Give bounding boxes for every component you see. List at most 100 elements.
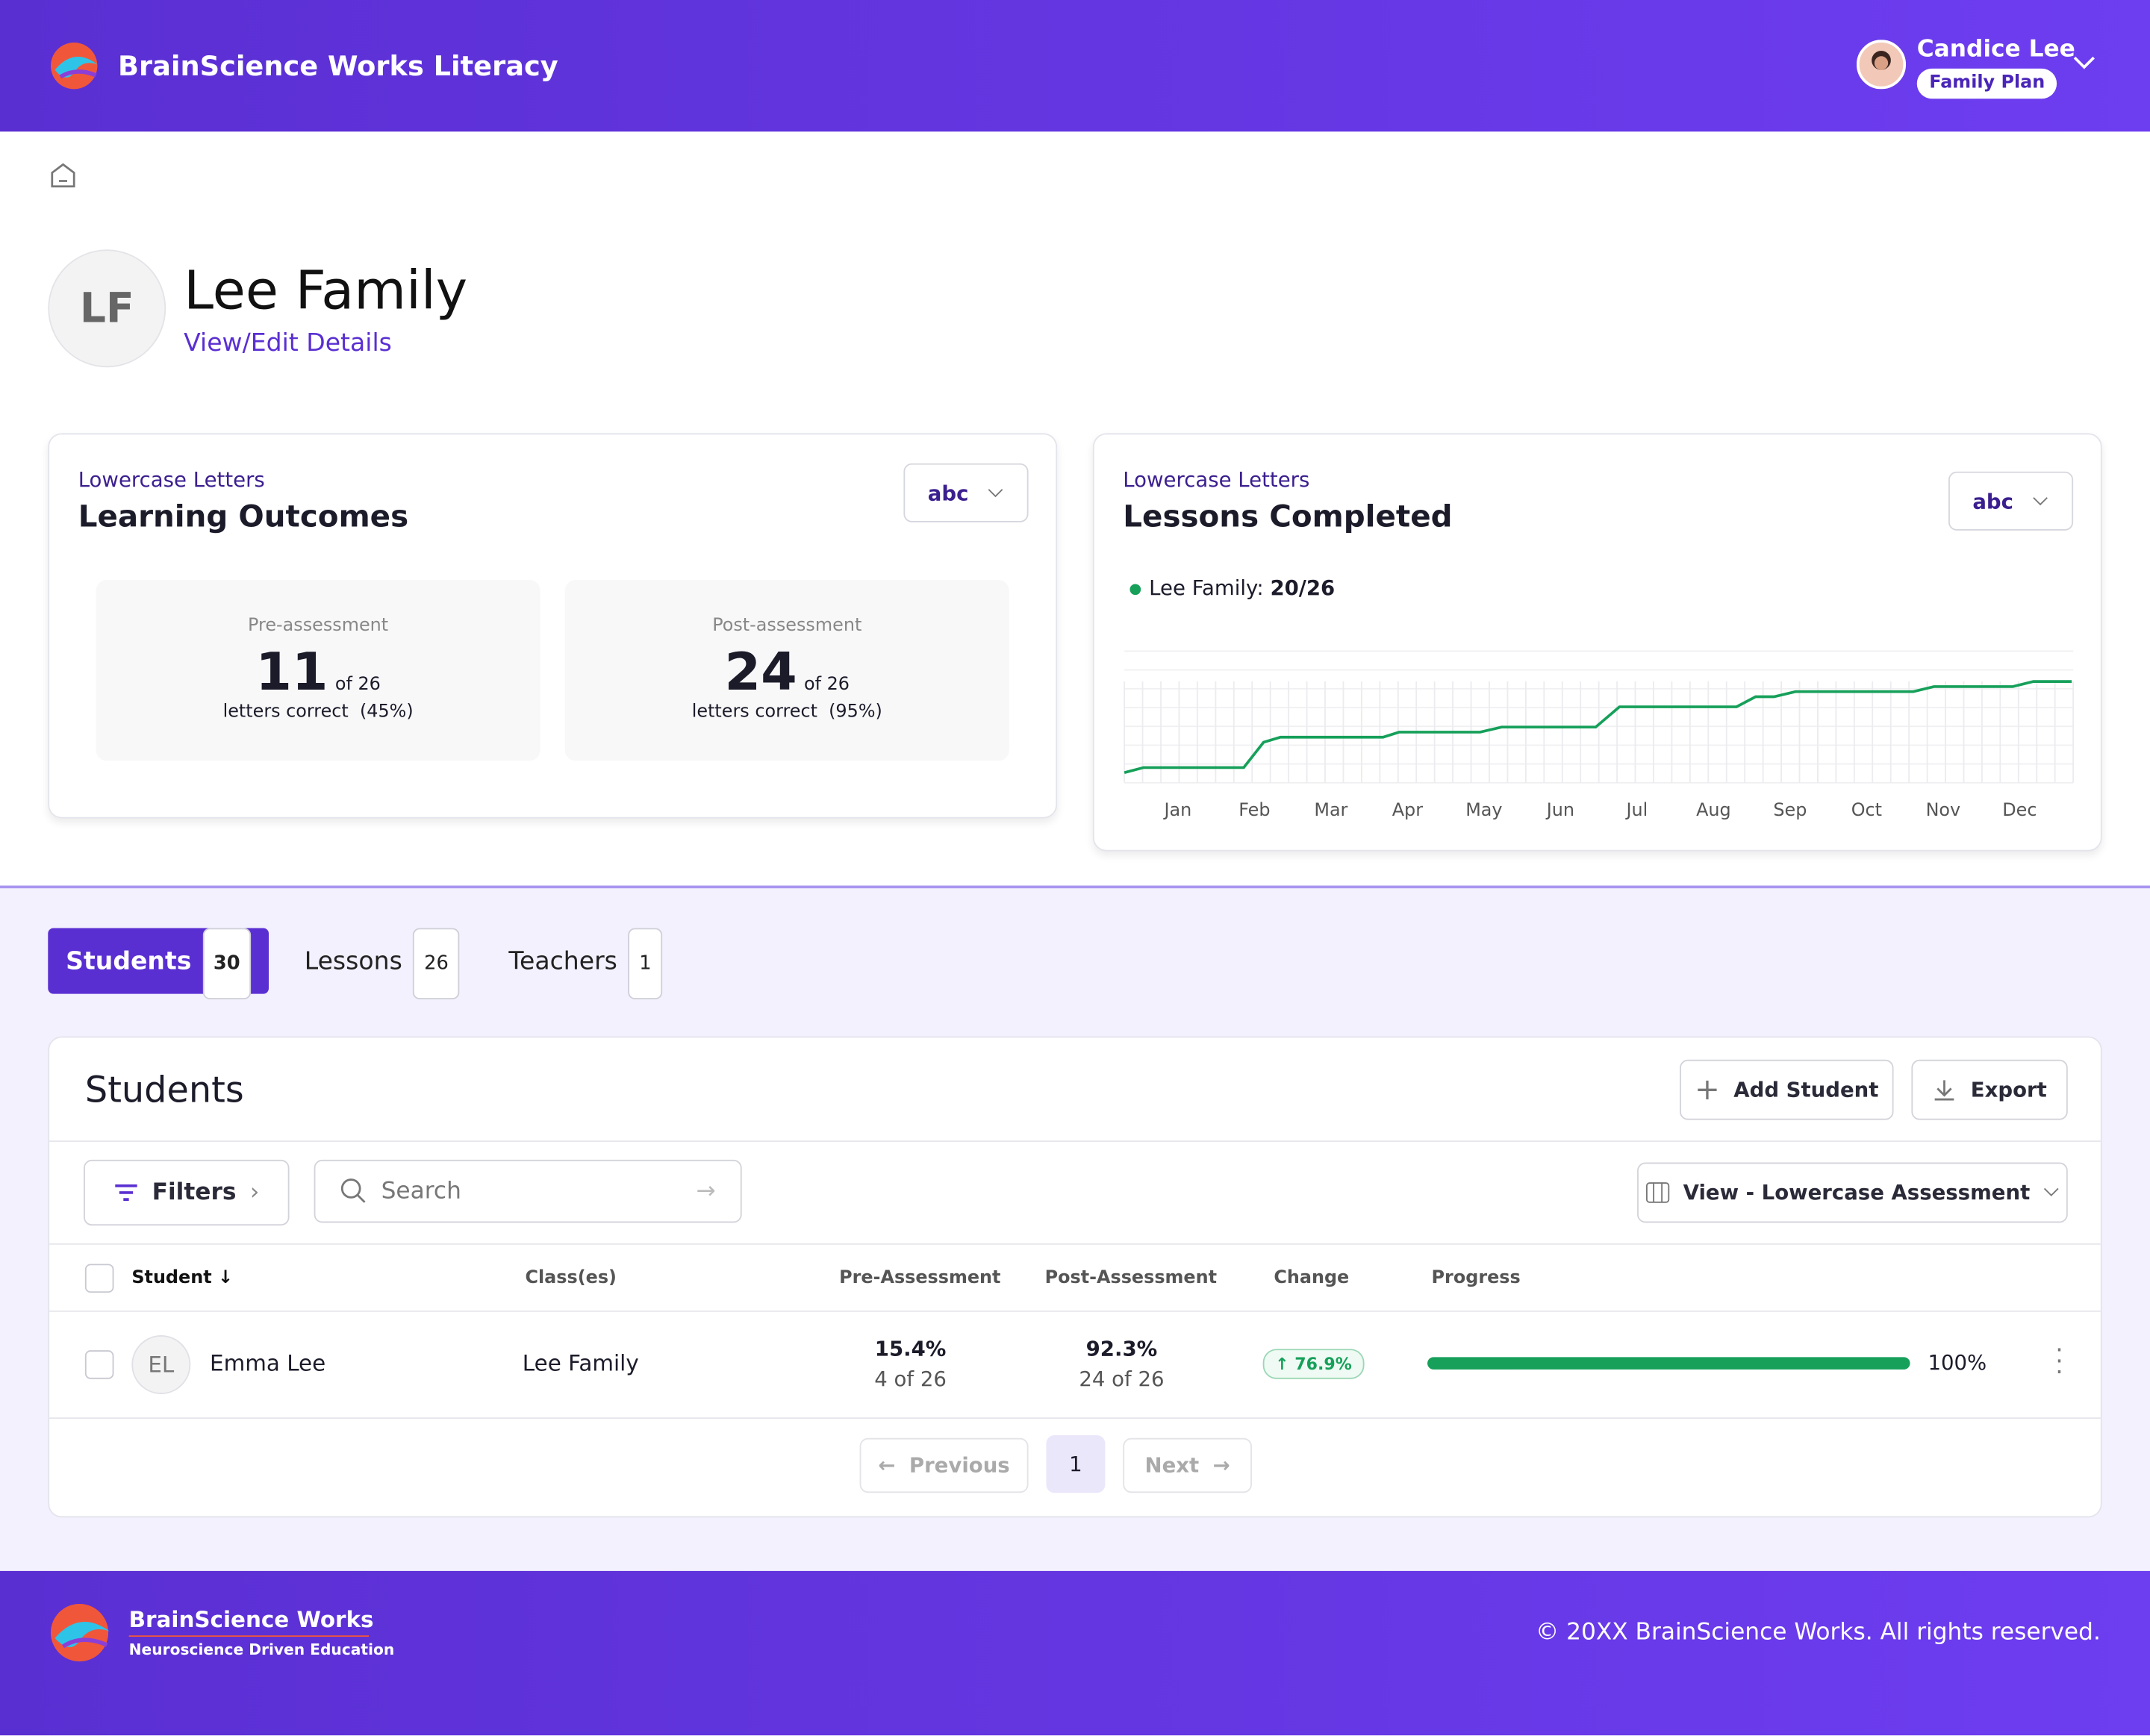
score: 11 [255,641,328,702]
footer: BrainScience Works Neuroscience Driven E… [0,1570,2150,1736]
tab[interactable]: Lessons 26 [287,928,478,999]
x-tick-label: Feb [1238,799,1270,820]
chevron [988,488,1003,497]
header: BrainScience Works Literacy Candice Lee … [0,0,2150,132]
label: Student [131,1267,212,1289]
add-button[interactable]: + Add Student [1680,1059,1894,1120]
tagline: Neuroscience Driven Education [128,1640,395,1659]
label: View - Lowercase Assessment [1683,1180,2031,1205]
select-all[interactable] [84,1264,114,1293]
line-series [1124,680,2072,774]
copyright: © 20XX BrainScience Works. All rights re… [1535,1619,2101,1646]
letter-select[interactable]: abc [1948,471,2074,531]
tab-count: 30 [202,928,252,999]
student-avatar: EL [131,1334,191,1394]
avatar [1856,40,1907,90]
of: of 26 [334,674,381,696]
next-button[interactable]: Next → [1123,1437,1252,1493]
caption: letters correct (45%) [222,702,414,722]
section-title: Students [84,1070,244,1112]
tab[interactable]: Students 30 [48,928,269,999]
chevron: › [249,1178,260,1207]
legend-dot [1129,584,1141,596]
column-header: Change [1274,1267,1350,1289]
column-header: Post-Assessment [1044,1267,1218,1289]
search-box[interactable]: Search → [314,1159,742,1223]
tab-count: 26 [413,928,460,999]
logo [50,42,98,90]
progress-bar [1427,1357,1910,1370]
class: Lee Family [522,1350,639,1377]
family-name: Lee Family [184,260,468,322]
legend: Lee Family: 20/26 [1129,575,1335,600]
table-header: Student ↓ Class(es) Pre-Assessment Post-… [49,1243,2101,1312]
outcomes-card: Lowercase Letters Learning Outcomes abc … [48,433,1058,819]
change-badge: ↑ 76.9% [1262,1349,1365,1379]
change: 76.9% [1294,1354,1352,1374]
letter-select[interactable]: abc [903,463,1029,522]
download-icon [1935,1080,1954,1101]
page-number[interactable]: 1 [1046,1435,1106,1493]
x-tick-label: Jun [1545,799,1574,820]
edit-link[interactable]: View/Edit Details [184,328,392,358]
of: of 26 [804,674,850,696]
label: Add Student [1733,1077,1879,1102]
score: 24 [724,641,797,702]
home-icon[interactable] [49,162,77,190]
filters-button[interactable]: Filters › [84,1159,290,1226]
label: Next [1144,1452,1200,1479]
students-card: Students + Add Student Export Filters › Se… [48,1036,2102,1518]
divider [49,1140,2101,1143]
column-header: Pre-Assessment [839,1267,1001,1289]
pre-box: Pre-assessment 11 of 26 letters correct … [96,579,540,761]
columns-icon [1645,1182,1669,1203]
x-tick-label: Sep [1773,799,1807,820]
pre-of: 4 of 26 [874,1367,947,1392]
row-checkbox[interactable] [84,1350,114,1379]
tab-count: 1 [628,928,663,999]
view-select[interactable]: View - Lowercase Assessment [1637,1162,2068,1223]
arrow: → [696,1177,716,1205]
underline [128,1635,370,1637]
pre-pct: 15.4% [874,1336,947,1361]
column-header: Class(es) [525,1267,617,1289]
tab-label: Lessons [304,947,402,976]
label: Previous [909,1452,1010,1479]
column-header[interactable]: Student ↓ [131,1267,233,1289]
x-tick-label: Aug [1696,799,1731,820]
export-button[interactable]: Export [1911,1059,2068,1120]
footer-brand: BrainScience Works [128,1606,374,1633]
arrow: → [1212,1452,1230,1479]
family-avatar: LF [48,249,166,368]
lessons-card: Lowercase Letters Lessons Completed abc … [1092,433,2102,852]
column-header: Progress [1431,1267,1521,1289]
x-tick-label: Dec [2002,799,2037,820]
x-tick-label: Apr [1392,799,1423,820]
tab-label: Students [66,947,192,976]
label: Pre-assessment [248,615,389,637]
label: Export [1970,1077,2047,1102]
brand: BrainScience Works Literacy [117,49,558,83]
x-tick-label: Jan [1162,799,1191,820]
post-box: Post-assessment 24 of 26 letters correct… [564,579,1009,761]
card-title: Lessons Completed [1123,500,1453,535]
chevron [2044,1187,2060,1196]
card-subtitle: Lowercase Letters [78,467,265,493]
legend-value: 20/26 [1270,575,1336,601]
row-menu[interactable]: · · · [2055,1336,2063,1387]
select-label: abc [927,480,969,505]
post-pct: 92.3% [1085,1336,1158,1361]
tab[interactable]: Teachers 1 [491,928,681,999]
previous-button[interactable]: ← Previous [859,1437,1029,1493]
student-name[interactable]: Emma Lee [210,1350,326,1377]
progress-label: 100% [1928,1350,1987,1376]
chevron [2033,496,2048,505]
post-of: 24 of 26 [1079,1367,1165,1392]
user-menu[interactable] [2072,54,2096,71]
x-tick-label: Oct [1851,799,1882,820]
label: Filters [152,1178,237,1207]
table-row: EL Emma Lee Lee Family 15.4% 4 of 26 92.… [49,1311,2101,1420]
footer-logo [50,1603,110,1662]
card-subtitle: Lowercase Letters [1123,467,1310,493]
